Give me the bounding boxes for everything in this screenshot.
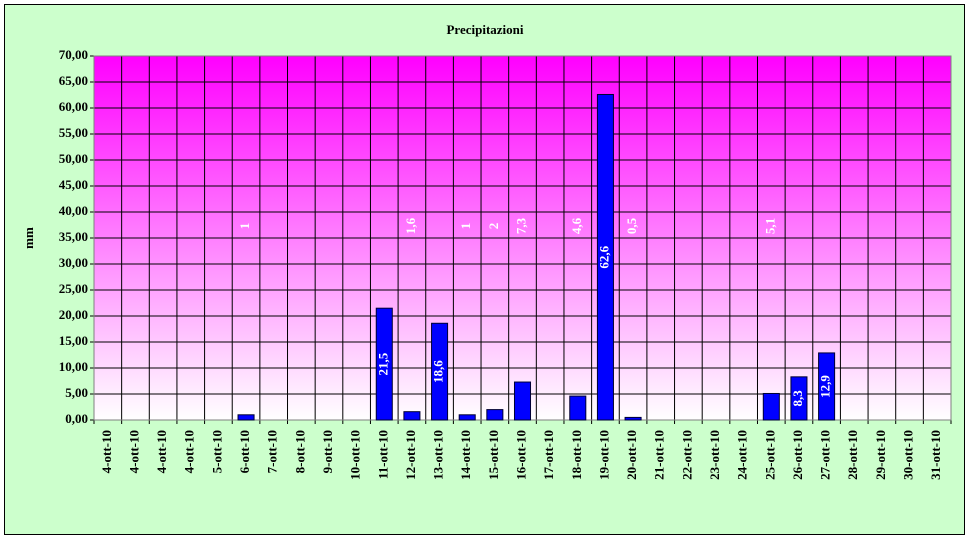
y-tick-label: 45,00: [59, 177, 88, 192]
x-tick-label: 12-ott-10: [403, 430, 418, 480]
data-label: 2: [486, 223, 501, 230]
y-tick-label: 70,00: [59, 47, 88, 62]
y-tick-label: 0,00: [65, 411, 88, 426]
x-tick-label: 21-ott-10: [652, 430, 667, 480]
x-tick-label: 9-ott-10: [320, 430, 335, 473]
x-tick-label: 27-ott-10: [818, 430, 833, 480]
y-tick-label: 40,00: [59, 203, 88, 218]
x-tick-label: 24-ott-10: [735, 430, 750, 480]
bar: [513, 381, 532, 421]
data-label: 12,9: [818, 375, 833, 398]
x-tick-label: 17-ott-10: [541, 430, 556, 480]
bar: [596, 93, 614, 421]
data-label: 21,5: [375, 352, 390, 375]
y-tick-label: 55,00: [59, 125, 88, 140]
x-tick-label: 29-ott-10: [873, 430, 888, 480]
y-tick-label: 65,00: [59, 73, 88, 88]
y-tick-label: 5,00: [65, 385, 88, 400]
y-tick-label: 60,00: [59, 99, 88, 114]
x-tick-label: 4-ott-10: [154, 430, 169, 473]
data-label: 18,6: [431, 360, 446, 383]
x-tick-label: 6-ott-10: [237, 430, 252, 473]
x-tick-label: 4-ott-10: [126, 430, 141, 473]
x-tick-label: 30-ott-10: [901, 430, 916, 480]
x-tick-label: 4-ott-10: [182, 430, 197, 473]
data-label: 62,6: [596, 245, 611, 268]
x-tick-label: 19-ott-10: [596, 430, 611, 480]
data-label: 4,6: [569, 217, 584, 234]
bar: [790, 376, 808, 421]
y-tick-label: 15,00: [59, 333, 88, 348]
x-tick-label: 4-ott-10: [99, 430, 114, 473]
bar: [403, 411, 421, 421]
bar: [624, 416, 642, 421]
x-tick-label: 15-ott-10: [486, 430, 501, 480]
y-axis-title: mm: [21, 227, 36, 249]
bar: [569, 395, 587, 421]
data-label: 1,6: [403, 217, 418, 234]
x-tick-label: 25-ott-10: [762, 430, 777, 480]
data-label: 7,3: [513, 217, 528, 234]
data-label: 0,5: [624, 217, 639, 234]
x-tick-label: 13-ott-10: [431, 430, 446, 480]
chart-title: Precipitazioni: [446, 22, 523, 37]
bar: [458, 414, 476, 421]
y-tick-label: 25,00: [59, 281, 88, 296]
x-tick-label: 7-ott-10: [265, 430, 280, 473]
x-tick-label: 5-ott-10: [209, 430, 224, 473]
y-tick-label: 50,00: [59, 151, 88, 166]
bar: [431, 322, 449, 421]
x-tick-label: 14-ott-10: [458, 430, 473, 480]
bar: [375, 307, 393, 421]
data-label: 5,1: [762, 218, 777, 234]
x-tick-label: 11-ott-10: [375, 430, 390, 479]
x-tick-label: 10-ott-10: [348, 430, 363, 480]
x-tick-label: 16-ott-10: [513, 430, 528, 480]
x-tick-label: 31-ott-10: [928, 430, 943, 480]
x-tick-label: 23-ott-10: [707, 430, 722, 480]
data-label: 8,3: [790, 390, 805, 407]
y-tick-label: 35,00: [59, 229, 88, 244]
x-tick-label: 22-ott-10: [679, 430, 694, 480]
bar: [818, 352, 836, 421]
bar: [237, 414, 255, 421]
x-tick-label: 8-ott-10: [292, 430, 307, 473]
y-tick-label: 10,00: [59, 359, 88, 374]
y-tick-label: 30,00: [59, 255, 88, 270]
x-tick-label: 20-ott-10: [624, 430, 639, 480]
y-tick-label: 20,00: [59, 307, 88, 322]
bar: [762, 392, 780, 421]
x-tick-label: 18-ott-10: [569, 430, 584, 480]
data-label: 1: [458, 223, 473, 230]
x-tick-label: 28-ott-10: [845, 430, 860, 480]
x-tick-label: 26-ott-10: [790, 430, 805, 480]
bar: [486, 409, 504, 421]
data-label: 1: [237, 223, 252, 230]
